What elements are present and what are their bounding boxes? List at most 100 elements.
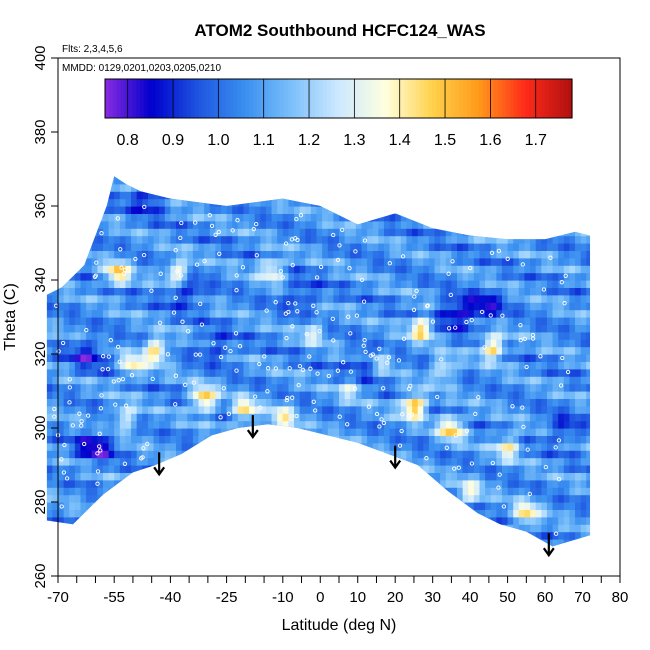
sample-marker — [94, 260, 99, 265]
heatmap-cell — [496, 391, 503, 399]
heatmap-cell — [406, 265, 413, 274]
heatmap-cell — [170, 280, 177, 288]
heatmap-cell — [176, 391, 183, 399]
heatmap-cell — [457, 280, 464, 288]
heatmap-cell — [327, 324, 334, 333]
heatmap-cell — [192, 250, 200, 259]
heatmap-cell — [333, 213, 340, 222]
heatmap-cell — [400, 383, 408, 392]
heatmap-cell — [378, 228, 385, 237]
heatmap-cell — [535, 287, 542, 296]
heatmap-cell — [91, 287, 98, 296]
heatmap-cell — [265, 309, 273, 318]
heatmap-cell — [479, 354, 486, 362]
sample-marker — [381, 386, 386, 391]
heatmap-cell — [142, 265, 149, 274]
heatmap-cell — [575, 294, 582, 303]
heatmap-cell — [136, 428, 143, 436]
heatmap-cell — [524, 302, 531, 311]
heatmap-cell — [159, 191, 166, 200]
heatmap-cell — [575, 317, 582, 325]
heatmap-cell — [316, 346, 323, 355]
heatmap-cell — [558, 220, 565, 229]
heatmap-cell — [153, 383, 160, 392]
colorbar-swatch — [396, 79, 402, 118]
heatmap-cell — [372, 405, 379, 414]
heatmap-cell — [541, 361, 548, 370]
heatmap-cell — [136, 243, 143, 251]
heatmap-cell — [108, 391, 115, 399]
heatmap-cell — [580, 442, 587, 451]
sample-marker — [218, 415, 223, 420]
heatmap-cell — [159, 450, 166, 459]
heatmap-cell — [389, 228, 396, 237]
sample-marker — [294, 413, 299, 419]
heatmap-cell — [63, 457, 70, 466]
sample-marker — [307, 354, 312, 359]
heatmap-cell — [530, 302, 537, 311]
heatmap-cell — [58, 509, 65, 518]
heatmap-cell — [485, 354, 492, 362]
sample-marker — [424, 456, 429, 461]
heatmap-cell — [249, 250, 256, 259]
heatmap-cell — [282, 420, 290, 429]
heatmap-cell — [322, 405, 329, 414]
heatmap-cell — [558, 354, 565, 362]
heatmap-cell — [580, 494, 587, 503]
heatmap-cell — [305, 405, 312, 414]
heatmap-cell — [473, 502, 481, 510]
heatmap-cell — [74, 339, 82, 348]
heatmap-cell — [198, 309, 205, 318]
heatmap-cell — [181, 324, 188, 333]
heatmap-cell — [249, 287, 256, 296]
heatmap-cell — [125, 457, 132, 466]
heatmap-cell — [142, 354, 149, 362]
heatmap-cell — [282, 413, 290, 422]
heatmap-cell — [131, 420, 138, 429]
heatmap-cell — [535, 465, 542, 473]
heatmap-cell — [119, 391, 127, 399]
heatmap-cell — [535, 398, 542, 407]
colorbar-swatch — [237, 79, 242, 118]
heatmap-cell — [389, 206, 396, 214]
sample-marker — [235, 218, 240, 223]
heatmap-cell — [383, 398, 391, 407]
heatmap-cell — [440, 317, 447, 325]
heatmap-cell — [350, 272, 357, 281]
colorbar-swatch — [120, 79, 126, 118]
heatmap-cell — [63, 413, 70, 422]
heatmap-cell — [552, 287, 559, 296]
sample-marker — [82, 441, 87, 447]
colorbar-swatch — [342, 79, 347, 118]
heatmap-cell — [473, 420, 481, 429]
heatmap-cell — [243, 265, 250, 274]
heatmap-cell — [468, 272, 475, 281]
heatmap-cell — [428, 280, 436, 288]
heatmap-cell — [232, 391, 239, 399]
heatmap-cell — [299, 257, 306, 266]
heatmap-cell — [552, 272, 559, 281]
heatmap-cell — [496, 294, 503, 303]
heatmap-cell — [378, 294, 385, 303]
heatmap-cell — [513, 376, 520, 385]
heatmap-cell — [102, 354, 110, 362]
heatmap-cell — [395, 220, 402, 229]
heatmap-cell — [91, 398, 98, 407]
heatmap-cell — [524, 479, 531, 488]
sample-marker — [346, 314, 351, 319]
sample-marker — [562, 301, 567, 306]
heatmap-cell — [310, 317, 318, 325]
heatmap-cell — [485, 317, 492, 325]
heatmap-cell — [569, 309, 576, 318]
heatmap-cell — [389, 265, 396, 274]
heatmap-cell — [440, 280, 447, 288]
heatmap-cell — [142, 420, 149, 429]
heatmap-cell — [552, 339, 559, 348]
heatmap-cell — [305, 243, 312, 251]
heatmap-cell — [159, 183, 166, 192]
heatmap-cell — [518, 494, 526, 503]
heatmap-cell — [496, 487, 503, 496]
heatmap-cell — [97, 398, 104, 407]
heatmap-cell — [209, 198, 216, 207]
